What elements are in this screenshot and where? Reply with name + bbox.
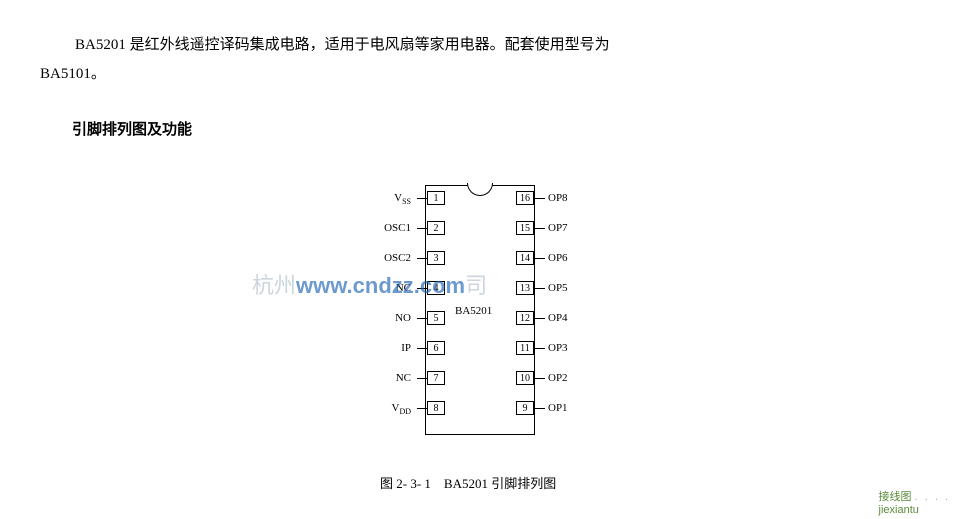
pin-label-15: OP7 <box>548 222 568 234</box>
intro-line2: BA5101。 <box>40 62 106 83</box>
pin-lead-11 <box>534 348 545 349</box>
pin-box-9: 9 <box>516 401 534 415</box>
pin-label-8: VDD <box>335 402 411 416</box>
pin-label-16: OP8 <box>548 192 568 204</box>
pin-lead-9 <box>534 408 545 409</box>
pin-label-13: OP5 <box>548 282 568 294</box>
pin-label-12: OP4 <box>548 312 568 324</box>
figure-caption: 图 2- 3- 1 BA5201 引脚排列图 <box>380 473 556 492</box>
pin-lead-13 <box>534 288 545 289</box>
pin-label-2: OSC1 <box>335 222 411 234</box>
watermark-prefix: 杭州 <box>252 273 296 298</box>
pin-box-2: 2 <box>427 221 445 235</box>
bottom-watermark: 接线图 . . . . jiexiantu <box>879 488 950 516</box>
section-title: 引脚排列图及功能 <box>72 118 192 139</box>
bottom-text1: 接线图 <box>879 491 912 503</box>
pin-label-5: NO <box>335 312 411 324</box>
pin-label-3: OSC2 <box>335 252 411 264</box>
pin-label-10: OP2 <box>548 372 568 384</box>
pin-label-9: OP1 <box>548 402 568 414</box>
pin-label-11: OP3 <box>548 342 568 354</box>
pin-box-5: 5 <box>427 311 445 325</box>
bottom-text3: jiexiantu <box>879 504 919 516</box>
bottom-text2: . . . . <box>915 491 950 503</box>
pin-box-15: 15 <box>516 221 534 235</box>
pin-lead-16 <box>534 198 545 199</box>
pin-box-16: 16 <box>516 191 534 205</box>
pin-label-1: VSS <box>335 192 411 206</box>
pin-box-3: 3 <box>427 251 445 265</box>
pin-label-4: NC <box>335 282 411 294</box>
pin-lead-14 <box>534 258 545 259</box>
pin-box-10: 10 <box>516 371 534 385</box>
pin-box-12: 12 <box>516 311 534 325</box>
pin-box-14: 14 <box>516 251 534 265</box>
pin-box-1: 1 <box>427 191 445 205</box>
pin-box-11: 11 <box>516 341 534 355</box>
pin-lead-10 <box>534 378 545 379</box>
pin-box-7: 7 <box>427 371 445 385</box>
pin-lead-15 <box>534 228 545 229</box>
pin-box-4: 4 <box>427 281 445 295</box>
intro-paragraph: BA5201 是红外线遥控译码集成电路，适用于电风扇等家用电器。配套使用型号为 <box>75 30 925 60</box>
pin-label-6: IP <box>335 342 411 354</box>
chip-name-label: BA5201 <box>455 305 492 317</box>
pin-label-14: OP6 <box>548 252 568 264</box>
chip-diagram: BA5201 VSS 1 OSC1 2 OSC2 3 NC 4 NO 5 IP 6 NC 7 VDD 8 16 O… <box>320 175 640 445</box>
pin-lead-12 <box>534 318 545 319</box>
pin-box-6: 6 <box>427 341 445 355</box>
pin-box-13: 13 <box>516 281 534 295</box>
pin-box-8: 8 <box>427 401 445 415</box>
pin-label-7: NC <box>335 372 411 384</box>
